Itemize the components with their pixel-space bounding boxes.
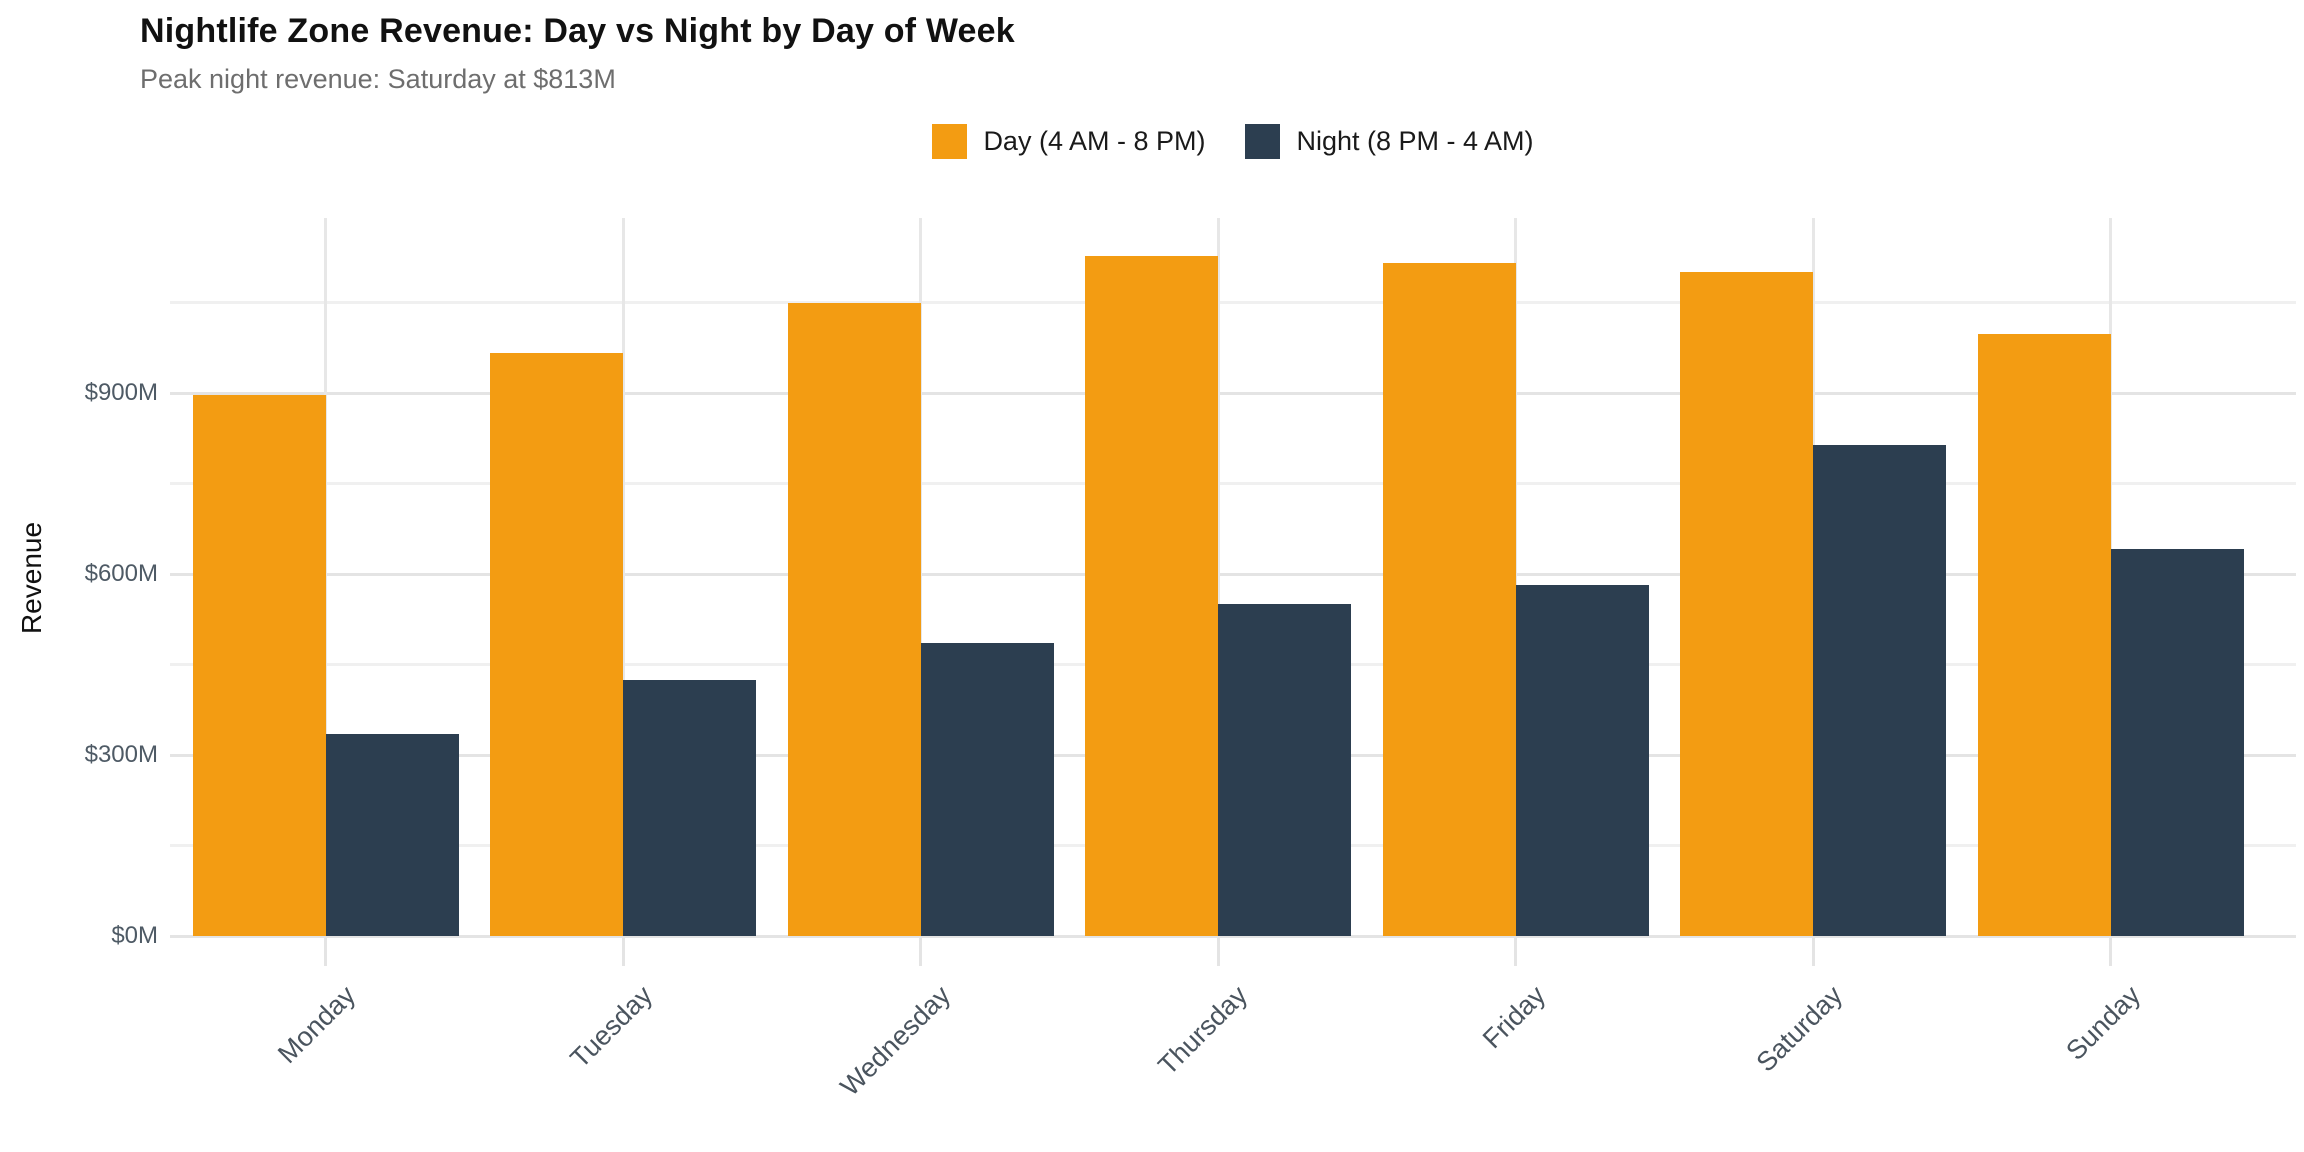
- x-tick-mark: [324, 936, 327, 966]
- bar-day-thursday: [1085, 256, 1218, 936]
- x-tick-mark: [919, 936, 922, 966]
- legend-swatch-day: [932, 124, 968, 159]
- x-tick-mark: [621, 936, 625, 966]
- chart-title: Nightlife Zone Revenue: Day vs Night by …: [140, 12, 1015, 50]
- bar-night-tuesday: [623, 679, 756, 936]
- gridline-vertical: [621, 218, 625, 936]
- x-tick-label-thursday: Thursday: [1152, 980, 1254, 1081]
- legend-swatch-night: [1245, 124, 1281, 159]
- x-tick-mark: [2109, 936, 2112, 966]
- x-tick-label-tuesday: Tuesday: [564, 980, 659, 1074]
- gridline-minor: [170, 482, 2296, 486]
- x-tick-label-monday: Monday: [271, 980, 361, 1070]
- y-tick-label: $0M: [111, 922, 158, 949]
- legend-label-day: Day (4 AM - 8 PM): [983, 126, 1206, 156]
- chart-legend: Day (4 AM - 8 PM) Night (8 PM - 4 AM): [170, 124, 2296, 159]
- gridline-vertical: [1514, 218, 1517, 936]
- gridline-vertical: [324, 218, 327, 936]
- gridline-vertical: [919, 218, 922, 936]
- y-tick-label: $900M: [84, 378, 158, 406]
- x-tick-label-saturday: Saturday: [1750, 980, 1849, 1078]
- plot-panel: [170, 218, 2296, 938]
- legend-entry-night: Night (8 PM - 4 AM): [1245, 124, 1534, 159]
- bar-night-sunday: [2110, 548, 2244, 936]
- bar-day-tuesday: [490, 353, 623, 936]
- bar-day-wednesday: [787, 303, 921, 936]
- legend-entry-day: Day (4 AM - 8 PM): [932, 124, 1205, 159]
- chart-subtitle: Peak night revenue: Saturday at $813M: [140, 64, 616, 94]
- x-tick-mark: [1514, 936, 1517, 966]
- x-tick-label-sunday: Sunday: [2059, 980, 2146, 1066]
- bar-day-friday: [1382, 263, 1516, 936]
- gridline-major: [170, 572, 2296, 576]
- bar-night-thursday: [1218, 604, 1351, 936]
- bar-night-friday: [1515, 584, 1649, 936]
- bar-night-wednesday: [920, 642, 1054, 936]
- x-tick-mark: [1216, 936, 1220, 966]
- x-tick-label-friday: Friday: [1476, 980, 1551, 1055]
- x-tick-label-wednesday: Wednesday: [834, 980, 956, 1102]
- bar-day-monday: [192, 395, 326, 936]
- bar-night-saturday: [1813, 445, 1946, 936]
- y-tick-label: $600M: [84, 559, 158, 587]
- gridline-vertical: [1216, 218, 1220, 936]
- gridline-minor: [170, 301, 2296, 305]
- legend-label-night: Night (8 PM - 4 AM): [1296, 126, 1534, 156]
- y-tick-label: $300M: [84, 740, 158, 768]
- x-tick-mark: [1811, 936, 1815, 966]
- gridline-major: [170, 391, 2296, 395]
- bar-day-saturday: [1680, 272, 1813, 936]
- bar-night-monday: [325, 734, 459, 936]
- gridline-major: [170, 935, 2296, 938]
- bar-day-sunday: [1977, 334, 2111, 936]
